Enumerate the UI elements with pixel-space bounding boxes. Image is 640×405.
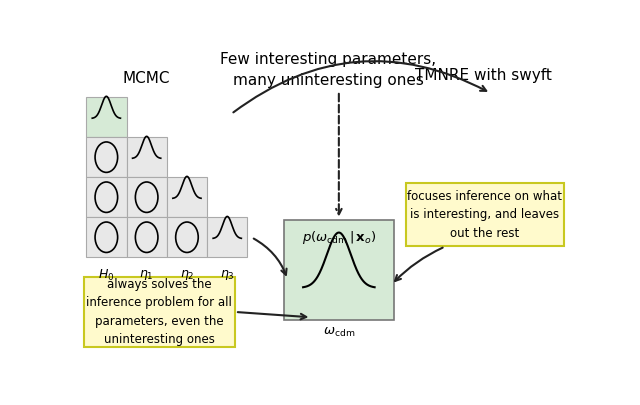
Text: always solves the
inference problem for all
parameters, even the
uninteresting o: always solves the inference problem for … [86,278,232,346]
Bar [86,97,127,137]
Text: Few interesting parameters,
many uninteresting ones: Few interesting parameters, many uninter… [220,53,436,88]
FancyBboxPatch shape [284,220,394,320]
Bar [86,217,127,257]
FancyBboxPatch shape [84,277,235,347]
Bar [207,217,248,257]
Text: $p(\omega_{\rm cdm}\,|\,\mathbf{x}_o)$: $p(\omega_{\rm cdm}\,|\,\mathbf{x}_o)$ [301,229,376,246]
Text: $\omega_{\rm cdm}$: $\omega_{\rm cdm}$ [323,326,355,339]
Text: MCMC: MCMC [123,70,170,85]
Bar [127,177,167,217]
Bar [127,217,167,257]
Bar [86,137,127,177]
Bar [167,217,207,257]
Bar [86,177,127,217]
Bar [167,177,207,217]
Text: $H_0$: $H_0$ [98,268,115,283]
FancyBboxPatch shape [406,183,564,247]
Text: focuses inference on what
is interesting, and leaves
out the rest: focuses inference on what is interesting… [408,190,563,240]
Text: TMNRE with swyft: TMNRE with swyft [415,68,552,83]
Text: $\eta_1$: $\eta_1$ [140,268,154,282]
Bar [127,137,167,177]
Text: $\eta_3$: $\eta_3$ [220,268,235,282]
Text: $\eta_2$: $\eta_2$ [180,268,194,282]
